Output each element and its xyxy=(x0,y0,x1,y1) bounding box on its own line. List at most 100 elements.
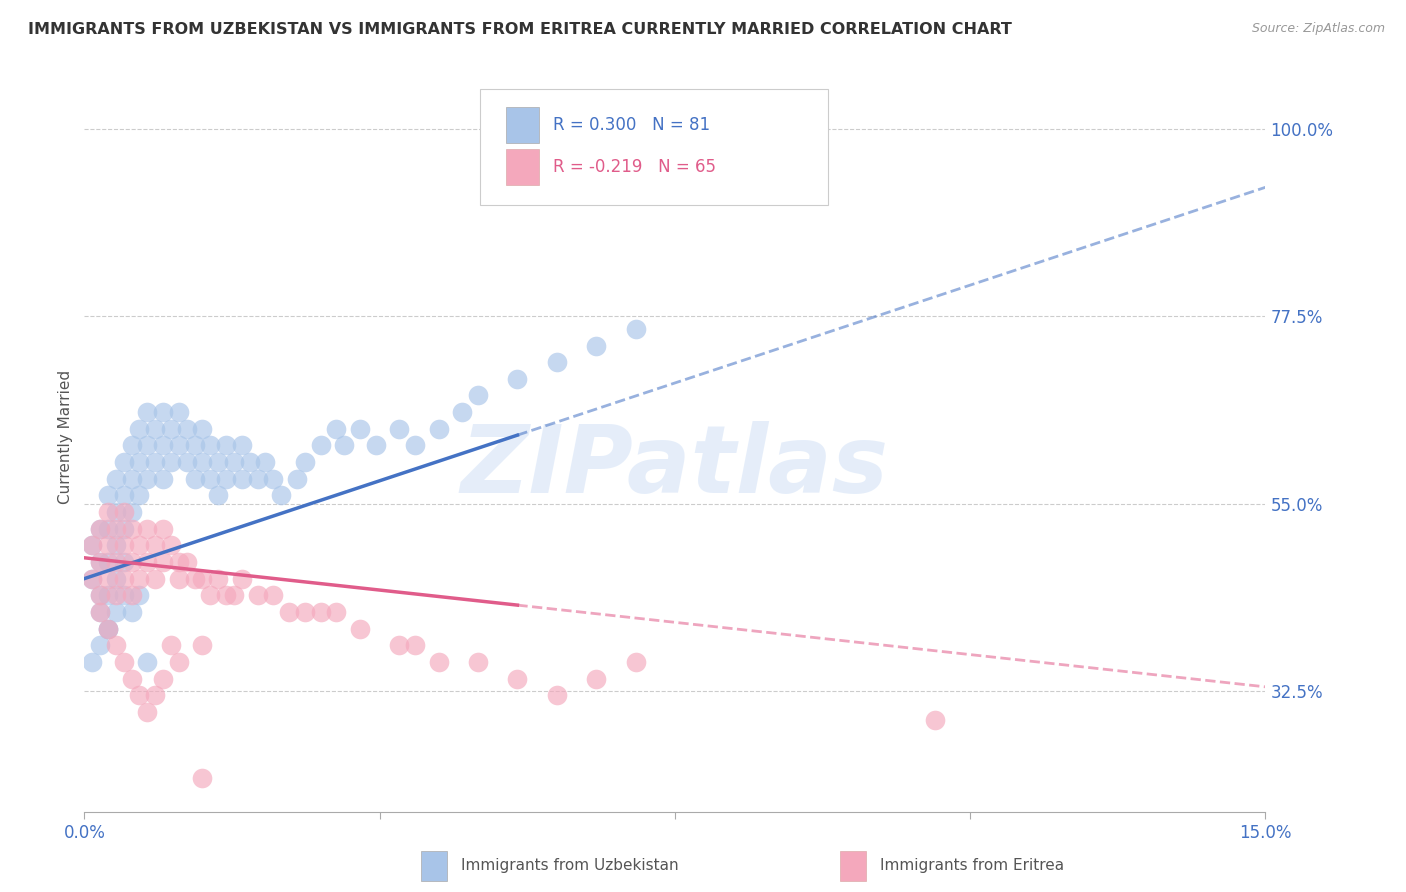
Point xyxy=(97,572,120,586)
Point xyxy=(143,422,166,436)
Point xyxy=(624,322,647,336)
Point xyxy=(89,555,111,569)
Point xyxy=(191,572,214,586)
Point xyxy=(89,605,111,619)
Point xyxy=(270,488,292,502)
Point xyxy=(200,472,222,486)
Point xyxy=(121,555,143,569)
Point xyxy=(167,572,190,586)
Point xyxy=(167,655,190,669)
Point xyxy=(97,522,120,536)
Point xyxy=(167,555,190,569)
Point xyxy=(112,522,135,536)
Point xyxy=(136,705,159,719)
Point xyxy=(143,688,166,702)
Point xyxy=(89,588,111,602)
Point xyxy=(294,605,316,619)
Point xyxy=(143,455,166,469)
Point xyxy=(167,438,190,452)
Point xyxy=(325,605,347,619)
Point xyxy=(333,438,356,452)
Point xyxy=(246,588,269,602)
Point xyxy=(128,422,150,436)
Point xyxy=(222,588,245,602)
Point xyxy=(207,572,229,586)
Point xyxy=(364,438,387,452)
Point xyxy=(97,538,120,552)
Point xyxy=(152,522,174,536)
Point xyxy=(388,422,411,436)
Point xyxy=(104,572,127,586)
Point xyxy=(176,555,198,569)
Bar xyxy=(420,851,447,880)
Point xyxy=(128,688,150,702)
Point xyxy=(388,638,411,652)
Point xyxy=(104,605,127,619)
Point xyxy=(89,638,111,652)
Point xyxy=(121,522,143,536)
Point xyxy=(97,555,120,569)
Point xyxy=(207,455,229,469)
Point xyxy=(112,455,135,469)
Point xyxy=(97,622,120,636)
Point xyxy=(121,605,143,619)
Point xyxy=(112,555,135,569)
Point xyxy=(97,505,120,519)
Point xyxy=(152,438,174,452)
Point xyxy=(82,572,104,586)
Point xyxy=(309,605,332,619)
Point xyxy=(104,522,127,536)
Point xyxy=(246,472,269,486)
Point xyxy=(136,405,159,419)
Point xyxy=(506,372,529,386)
Point xyxy=(121,505,143,519)
Point xyxy=(285,472,308,486)
Text: IMMIGRANTS FROM UZBEKISTAN VS IMMIGRANTS FROM ERITREA CURRENTLY MARRIED CORRELAT: IMMIGRANTS FROM UZBEKISTAN VS IMMIGRANTS… xyxy=(28,22,1012,37)
Point xyxy=(183,438,205,452)
Point xyxy=(309,438,332,452)
Point xyxy=(121,672,143,686)
Point xyxy=(176,422,198,436)
Point xyxy=(231,572,253,586)
Point xyxy=(112,505,135,519)
Point xyxy=(207,488,229,502)
Point xyxy=(121,472,143,486)
Point xyxy=(222,455,245,469)
Point xyxy=(89,588,111,602)
Point xyxy=(97,622,120,636)
Point xyxy=(152,672,174,686)
Point xyxy=(136,555,159,569)
Point xyxy=(200,438,222,452)
Point xyxy=(325,422,347,436)
Point xyxy=(128,488,150,502)
Point xyxy=(152,405,174,419)
Point xyxy=(404,638,426,652)
Point xyxy=(97,488,120,502)
Point xyxy=(262,472,284,486)
Text: R = -0.219   N = 65: R = -0.219 N = 65 xyxy=(553,159,716,177)
Point xyxy=(294,455,316,469)
Point xyxy=(89,605,111,619)
Bar xyxy=(506,107,538,143)
Point xyxy=(104,555,127,569)
Point xyxy=(89,522,111,536)
Point xyxy=(112,588,135,602)
Point xyxy=(89,522,111,536)
Point xyxy=(112,488,135,502)
Point xyxy=(136,472,159,486)
Point xyxy=(160,422,183,436)
Point xyxy=(82,538,104,552)
Point xyxy=(112,538,135,552)
Point xyxy=(546,355,568,369)
Point xyxy=(82,538,104,552)
Point xyxy=(215,438,238,452)
Point xyxy=(160,455,183,469)
Point xyxy=(104,538,127,552)
Text: Immigrants from Uzbekistan: Immigrants from Uzbekistan xyxy=(461,858,679,873)
Point xyxy=(183,572,205,586)
Point xyxy=(128,572,150,586)
Point xyxy=(152,472,174,486)
Text: ZIPatlas: ZIPatlas xyxy=(461,421,889,513)
Point xyxy=(191,422,214,436)
Point xyxy=(546,688,568,702)
